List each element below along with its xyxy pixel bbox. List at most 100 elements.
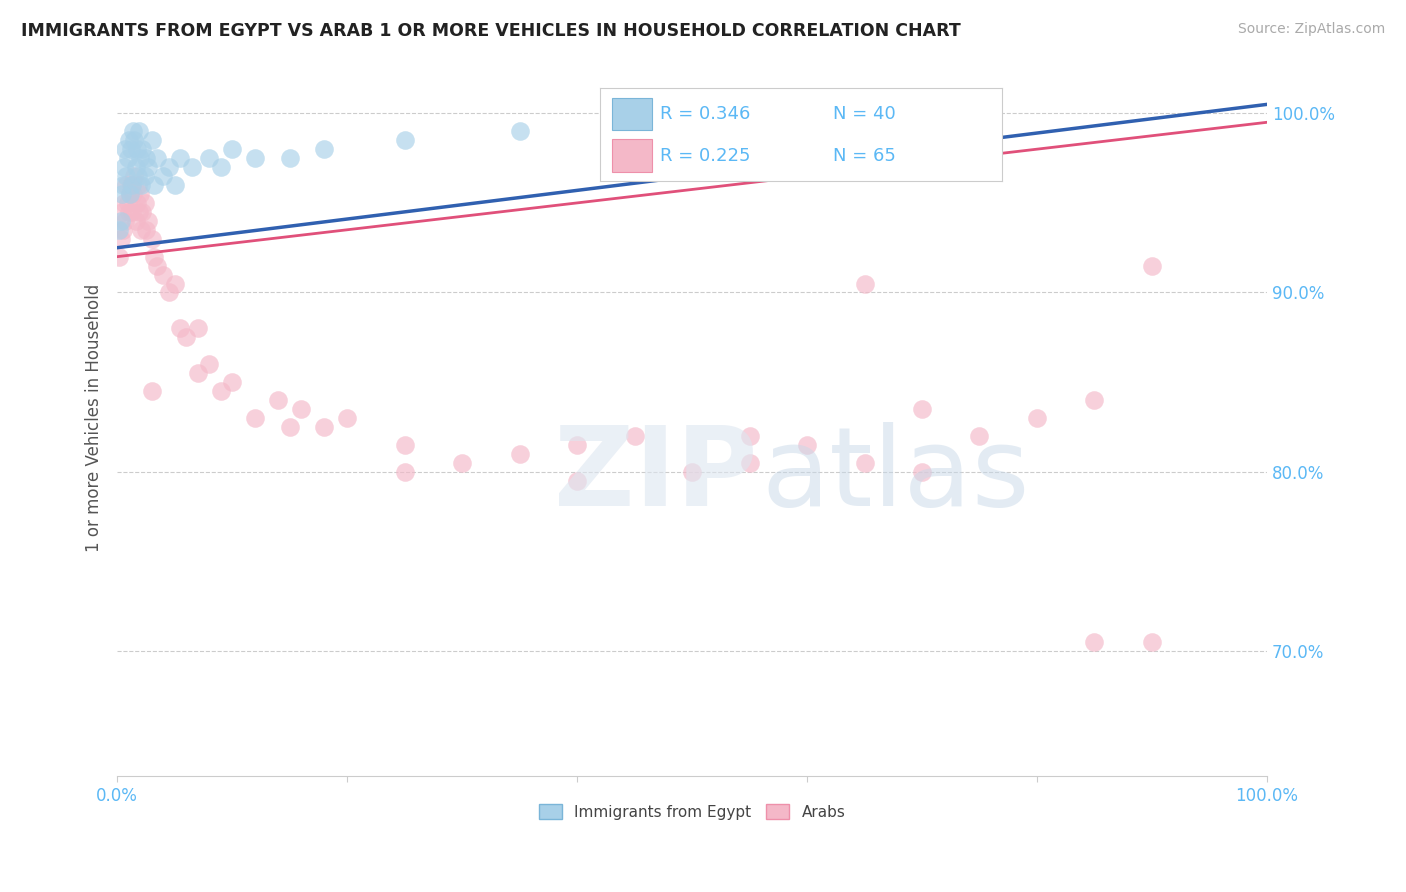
Point <box>112 160 135 174</box>
Point <box>135 151 157 165</box>
Point <box>187 366 209 380</box>
Point <box>221 142 243 156</box>
Point <box>128 205 150 219</box>
Point <box>129 186 152 201</box>
Point <box>128 124 150 138</box>
Point <box>169 151 191 165</box>
Point <box>853 277 876 291</box>
Point <box>394 133 416 147</box>
Point <box>111 178 134 192</box>
Point <box>509 447 531 461</box>
Point <box>1083 392 1105 407</box>
Point <box>117 151 139 165</box>
Point <box>129 151 152 165</box>
Point <box>143 250 166 264</box>
Point <box>911 401 934 416</box>
Point <box>451 456 474 470</box>
Text: Source: ZipAtlas.com: Source: ZipAtlas.com <box>1237 22 1385 37</box>
Point <box>509 124 531 138</box>
Point <box>111 223 134 237</box>
Point <box>115 169 138 183</box>
Point <box>143 178 166 192</box>
Point <box>911 465 934 479</box>
Point <box>278 420 301 434</box>
Point <box>131 205 153 219</box>
Point <box>136 214 159 228</box>
Point <box>118 186 141 201</box>
Point <box>174 330 197 344</box>
Point <box>209 160 232 174</box>
Point <box>152 268 174 282</box>
Point <box>108 250 131 264</box>
Point <box>738 456 761 470</box>
Point <box>1026 410 1049 425</box>
Point <box>243 410 266 425</box>
Point <box>146 259 169 273</box>
Point <box>141 232 163 246</box>
Point <box>146 151 169 165</box>
Point <box>209 384 232 398</box>
Point <box>169 321 191 335</box>
Point <box>127 169 149 183</box>
Point <box>108 223 131 237</box>
Point <box>120 142 142 156</box>
Point <box>118 205 141 219</box>
Point <box>131 223 153 237</box>
Point <box>198 151 221 165</box>
Point <box>181 160 204 174</box>
Point <box>124 160 146 174</box>
Point <box>243 151 266 165</box>
Point <box>117 195 139 210</box>
Y-axis label: 1 or more Vehicles in Household: 1 or more Vehicles in Household <box>86 284 103 552</box>
Point <box>221 375 243 389</box>
Point <box>124 169 146 183</box>
Point <box>134 169 156 183</box>
Point <box>127 178 149 192</box>
Text: ZIP: ZIP <box>554 422 758 529</box>
Point <box>118 186 141 201</box>
Text: IMMIGRANTS FROM EGYPT VS ARAB 1 OR MORE VEHICLES IN HOUSEHOLD CORRELATION CHART: IMMIGRANTS FROM EGYPT VS ARAB 1 OR MORE … <box>21 22 960 40</box>
Point <box>122 124 145 138</box>
Point <box>394 438 416 452</box>
Point <box>163 178 186 192</box>
Point <box>120 178 142 192</box>
Point <box>131 142 153 156</box>
Point <box>565 474 588 488</box>
Legend: Immigrants from Egypt, Arabs: Immigrants from Egypt, Arabs <box>533 797 852 826</box>
Point <box>1083 635 1105 649</box>
Point <box>110 214 132 228</box>
Point <box>152 169 174 183</box>
Point <box>1140 635 1163 649</box>
Point <box>1140 259 1163 273</box>
Point <box>681 465 703 479</box>
Point <box>336 410 359 425</box>
Point <box>163 277 186 291</box>
Text: atlas: atlas <box>761 422 1029 529</box>
Point <box>114 214 136 228</box>
Point <box>314 142 336 156</box>
Point <box>110 232 132 246</box>
Point <box>141 384 163 398</box>
Point <box>122 186 145 201</box>
Point <box>114 142 136 156</box>
Point <box>853 456 876 470</box>
Point <box>198 357 221 371</box>
Point <box>796 438 818 452</box>
Point <box>187 321 209 335</box>
Point <box>278 151 301 165</box>
Point <box>134 195 156 210</box>
Point <box>125 142 148 156</box>
Point <box>738 429 761 443</box>
Point <box>157 160 180 174</box>
Point <box>141 133 163 147</box>
Point <box>118 133 141 147</box>
Point <box>121 205 143 219</box>
Point <box>623 429 645 443</box>
Point <box>267 392 290 407</box>
Point <box>131 178 153 192</box>
Point <box>157 285 180 300</box>
Point <box>565 438 588 452</box>
Point <box>124 214 146 228</box>
Point <box>124 133 146 147</box>
Point <box>394 465 416 479</box>
